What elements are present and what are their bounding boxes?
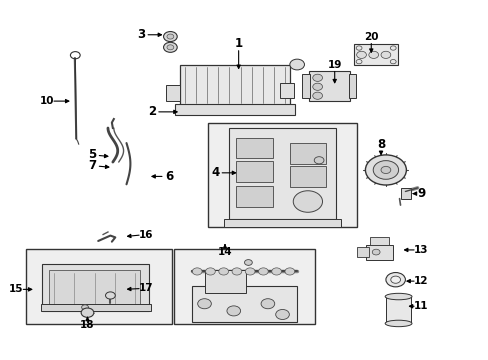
Circle shape (293, 191, 322, 212)
Circle shape (163, 42, 177, 52)
Bar (207, 123, 356, 226)
Circle shape (275, 310, 289, 319)
Bar (175, 104, 294, 115)
Text: 18: 18 (80, 320, 95, 330)
Circle shape (368, 51, 378, 58)
Ellipse shape (385, 293, 411, 300)
Circle shape (166, 34, 173, 39)
Bar (301, 74, 310, 98)
Bar (348, 74, 355, 98)
Bar (289, 143, 326, 164)
Bar (356, 247, 368, 257)
Bar (236, 186, 272, 207)
Bar (204, 270, 245, 293)
Text: 14: 14 (217, 247, 232, 257)
Ellipse shape (385, 320, 411, 327)
Text: 15: 15 (9, 284, 23, 294)
Text: 13: 13 (413, 245, 427, 255)
Text: 9: 9 (416, 187, 424, 200)
Text: 1: 1 (234, 37, 242, 50)
Circle shape (197, 299, 211, 309)
Bar (236, 161, 272, 182)
Circle shape (314, 157, 324, 164)
Text: 4: 4 (211, 166, 219, 179)
Circle shape (105, 292, 115, 299)
Circle shape (258, 268, 268, 275)
Text: 7: 7 (88, 159, 96, 172)
Circle shape (380, 51, 390, 58)
Circle shape (226, 306, 240, 316)
Circle shape (390, 276, 400, 283)
Bar (366, 244, 392, 260)
Text: 17: 17 (139, 283, 153, 293)
Bar (280, 83, 293, 98)
Circle shape (380, 166, 390, 174)
Text: 11: 11 (413, 301, 427, 311)
Bar (41, 305, 151, 311)
Bar (289, 166, 326, 187)
Circle shape (285, 268, 294, 275)
Text: 3: 3 (137, 28, 145, 41)
Circle shape (289, 59, 304, 70)
Circle shape (163, 32, 177, 41)
Circle shape (232, 268, 241, 275)
Text: 12: 12 (413, 276, 427, 286)
Bar (308, 71, 349, 101)
Bar (228, 128, 335, 220)
Circle shape (245, 268, 255, 275)
Bar (173, 249, 315, 324)
Text: 16: 16 (139, 230, 153, 239)
Bar (353, 44, 397, 65)
Bar (165, 85, 180, 101)
Circle shape (385, 273, 405, 287)
Bar (400, 188, 410, 199)
Circle shape (312, 74, 322, 81)
Circle shape (271, 268, 281, 275)
Circle shape (81, 308, 94, 318)
Text: 6: 6 (164, 170, 173, 183)
Bar (49, 270, 140, 306)
Text: 8: 8 (376, 138, 385, 150)
Circle shape (371, 249, 379, 255)
Circle shape (261, 299, 274, 309)
Circle shape (81, 305, 88, 310)
Circle shape (365, 155, 406, 185)
Bar (26, 249, 172, 324)
Bar (192, 286, 297, 321)
Text: 10: 10 (40, 96, 54, 106)
Bar (236, 138, 272, 158)
Text: 19: 19 (327, 59, 341, 69)
Bar (385, 297, 410, 323)
Text: 5: 5 (88, 148, 96, 161)
Circle shape (312, 92, 322, 99)
Bar (42, 264, 149, 311)
Text: 20: 20 (363, 32, 378, 41)
Text: 2: 2 (147, 105, 156, 118)
Bar (369, 237, 388, 245)
Circle shape (166, 45, 173, 50)
Circle shape (244, 260, 252, 265)
Circle shape (218, 268, 228, 275)
Circle shape (356, 51, 366, 58)
Bar (180, 65, 289, 105)
Circle shape (205, 268, 215, 275)
Circle shape (372, 161, 398, 179)
Bar (224, 219, 340, 226)
Circle shape (192, 268, 202, 275)
Circle shape (312, 83, 322, 90)
